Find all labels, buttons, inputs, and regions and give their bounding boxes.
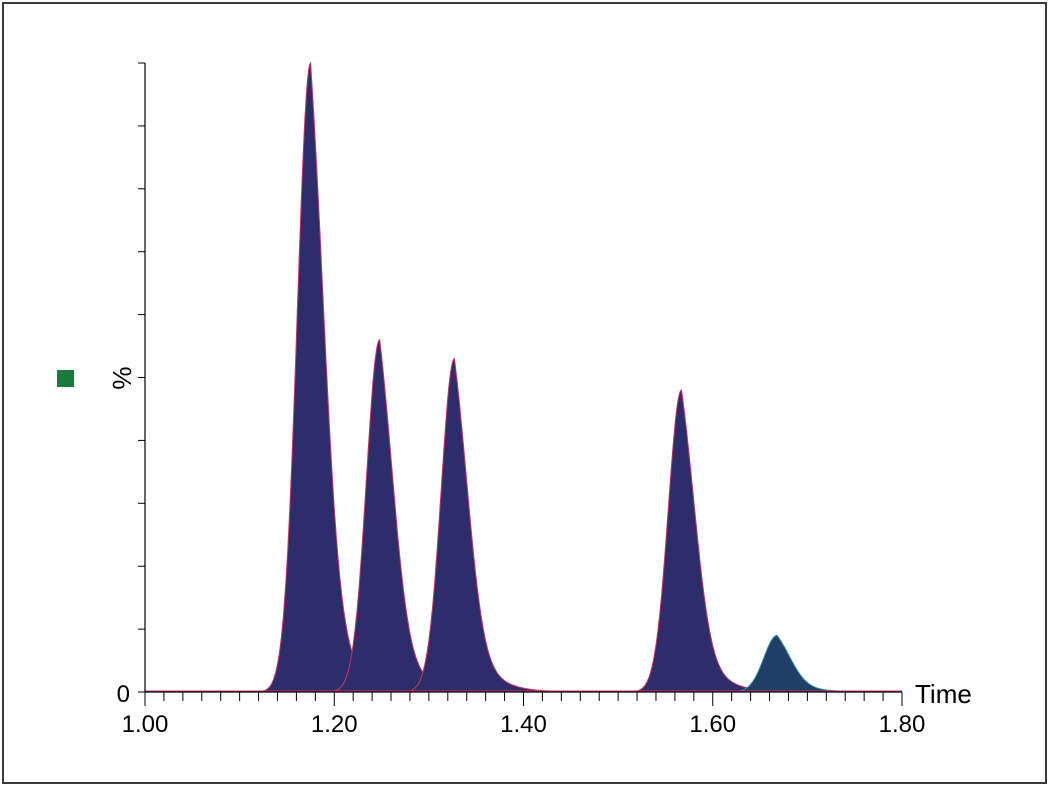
- x-tick-label: 1.00: [122, 711, 169, 738]
- x-tick-label: 1.60: [689, 711, 736, 738]
- x-ticks: 1.00 1.20 1.40 1.60 1.80: [122, 692, 926, 738]
- x-tick-label: 1.80: [879, 711, 926, 738]
- x-tick-label: 1.40: [500, 711, 547, 738]
- x-axis-label: Time: [915, 679, 972, 709]
- x-tick-label: 1.20: [311, 711, 358, 738]
- peak-3: [397, 357, 550, 693]
- peak-4: [624, 389, 777, 693]
- y-tick-label-0: 0: [117, 681, 130, 708]
- peaks-layer: [145, 61, 902, 693]
- y-axis-label: %: [107, 366, 137, 389]
- peak-5: [720, 634, 873, 693]
- legend-marker: [57, 370, 74, 387]
- y-ticks: [138, 62, 145, 693]
